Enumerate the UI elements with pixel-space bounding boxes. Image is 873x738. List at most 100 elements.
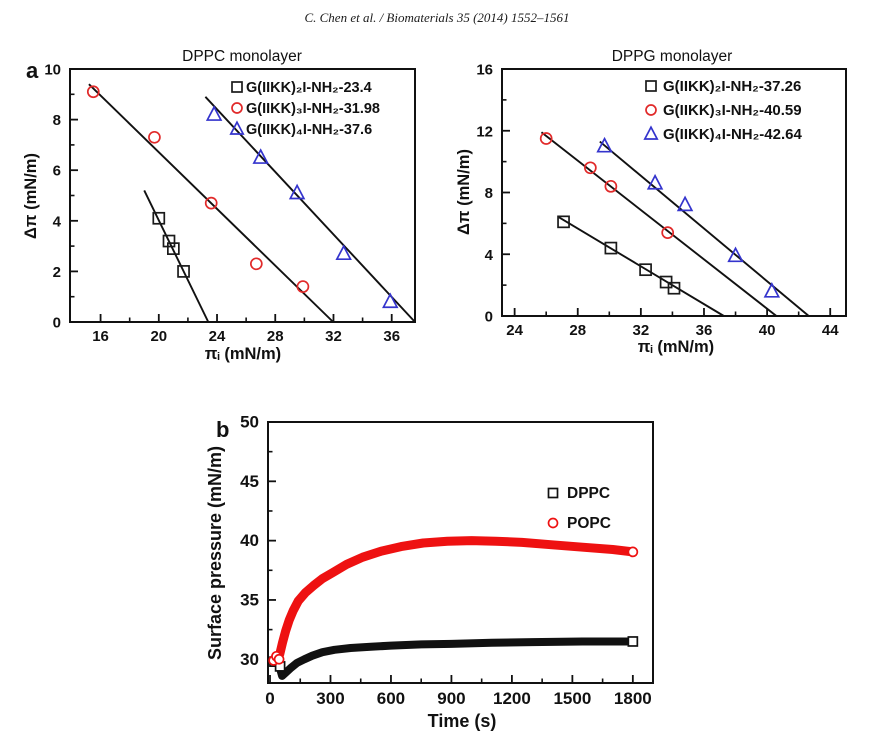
y-tick-label: 0: [485, 309, 493, 326]
series-band: [275, 637, 637, 680]
data-marker-circle: [204, 196, 218, 210]
data-marker-square: [604, 241, 618, 255]
fit-line: [558, 216, 725, 317]
y-axis-label: Surface pressure (mN/m): [205, 446, 225, 660]
legend-marker-square: [231, 81, 243, 93]
x-tick-label: 1800: [614, 689, 652, 708]
data-marker-triangle: [646, 173, 664, 190]
panel-label-b: b: [216, 417, 229, 442]
y-tick-label: 12: [476, 123, 493, 140]
legend-marker-circle: [645, 104, 657, 116]
data-marker-circle: [539, 132, 553, 145]
fit-line: [88, 83, 334, 323]
y-tick-label: 6: [53, 163, 61, 180]
y-tick-label: 2: [53, 264, 61, 281]
data-marker-circle: [249, 257, 263, 271]
data-marker-square: [667, 281, 681, 295]
legend-label: G(IIKK)₄I-NH₂-42.64: [663, 126, 802, 143]
data-marker-circle: [661, 226, 675, 239]
legend-marker-triangle: [643, 125, 659, 140]
x-tick-label: 44: [822, 322, 839, 339]
y-tick-label: 8: [53, 112, 61, 129]
data-marker-triangle: [727, 246, 744, 263]
data-marker-triangle: [382, 292, 399, 309]
x-axis-label: πᵢ (mN/m): [638, 338, 714, 356]
chart-surface-pressure-time: 0 300 600 900 1200 1500 1800 30 35 40 45 50 Time (s)…: [205, 413, 654, 731]
y-tick-label: 4: [485, 247, 494, 264]
legend-label: G(IIKK)₃I-NH₂-31.98: [246, 101, 380, 117]
chart-title: DPPG monolayer: [612, 48, 733, 65]
journal-header: C. Chen et al. / Biomaterials 35 (2014) …: [304, 10, 569, 25]
series-band: [275, 536, 638, 659]
legend-label: G(IIKK)₂I-NH₂-23.4: [246, 80, 372, 96]
legend-marker-circle: [547, 517, 559, 529]
data-marker-square: [557, 215, 570, 229]
data-marker-square: [639, 263, 652, 277]
y-axis-label: Δπ (mN/m): [455, 149, 473, 235]
data-marker-circle: [604, 179, 618, 193]
x-tick-label: 1200: [493, 689, 531, 708]
chart-dppg-monolayer: 24 28 32 36 40 44 0 4 8 12 16 DPPG monolayer πᵢ (mN/…: [455, 48, 847, 356]
x-tick-label: 1500: [553, 689, 591, 708]
data-marker-triangle: [763, 281, 781, 298]
x-axis-label: Time (s): [428, 711, 497, 731]
panel-label-a: a: [26, 58, 39, 83]
x-tick-label: 0: [265, 689, 274, 708]
start-marker-circle: [273, 653, 285, 665]
y-tick-label: 45: [240, 472, 259, 491]
data-marker-triangle: [676, 195, 694, 212]
legend-marker-square: [547, 487, 559, 499]
x-tick-label: 20: [150, 328, 167, 345]
x-tick-label: 32: [325, 328, 342, 345]
data-marker-circle: [148, 130, 161, 144]
legend-marker-triangle: [229, 120, 245, 135]
data-marker-triangle: [596, 136, 613, 153]
data-marker-square: [162, 234, 176, 248]
y-tick-label: 30: [240, 650, 259, 669]
y-axis-label: Δπ (mN/m): [22, 153, 40, 239]
x-tick-label: 600: [377, 689, 405, 708]
legend-marker-circle: [231, 102, 243, 114]
data-marker-circle: [584, 161, 597, 175]
end-marker-square: [627, 636, 639, 647]
legend-label: G(IIKK)₄I-NH₂-37.6: [246, 122, 372, 138]
legend-label: POPC: [567, 515, 611, 532]
data-marker-square: [152, 211, 166, 225]
y-tick-label: 40: [240, 531, 259, 550]
x-tick-label: 900: [437, 689, 465, 708]
x-tick-label: 36: [383, 328, 400, 345]
x-tick-label: 28: [267, 328, 284, 345]
x-tick-label: 24: [506, 322, 523, 339]
y-tick-label: 16: [476, 62, 493, 79]
x-tick-label: 36: [696, 322, 713, 339]
data-marker-square: [167, 242, 180, 255]
x-tick-label: 40: [759, 322, 776, 339]
x-tick-label: 300: [316, 689, 344, 708]
y-tick-label: 0: [53, 315, 61, 332]
data-marker-triangle: [335, 244, 352, 261]
x-tick-label: 24: [209, 328, 226, 345]
y-tick-label: 35: [240, 590, 259, 609]
legend-label: G(IIKK)₂I-NH₂-37.26: [663, 78, 801, 95]
y-tick-label: 10: [44, 62, 61, 79]
end-marker-circle: [627, 546, 639, 558]
data-marker-circle: [296, 280, 310, 293]
x-tick-label: 16: [92, 328, 109, 345]
data-marker-circle: [86, 85, 100, 99]
y-tick-label: 4: [53, 213, 62, 230]
data-marker-triangle: [205, 105, 223, 121]
legend-marker-square: [645, 80, 657, 92]
data-marker-triangle: [288, 183, 306, 200]
fit-line: [540, 131, 777, 317]
data-marker-square: [177, 265, 190, 278]
legend-label: G(IIKK)₃I-NH₂-40.59: [663, 102, 802, 119]
x-tick-label: 28: [569, 322, 586, 339]
x-tick-label: 32: [633, 322, 650, 339]
legend-label: DPPC: [567, 485, 610, 502]
y-tick-label: 8: [485, 185, 493, 202]
plot-frame: [267, 421, 654, 684]
